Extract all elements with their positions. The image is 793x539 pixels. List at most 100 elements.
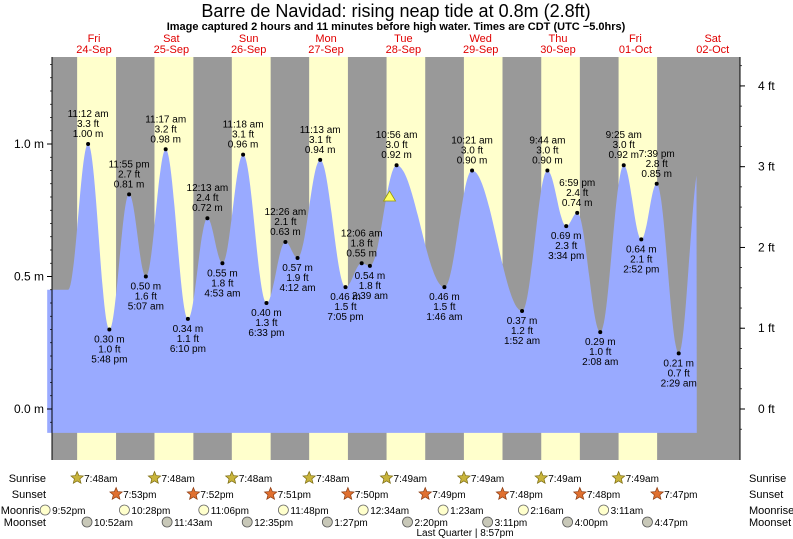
tide-label: 0.81 m: [114, 179, 145, 190]
sunrise-icon: [70, 470, 85, 485]
sunset-icon: [650, 486, 665, 501]
tide-point: [86, 142, 91, 146]
tide-label: 0.40 m: [251, 308, 282, 319]
tide-label: 1.8 ft: [211, 278, 233, 289]
tide-label: 0.34 m: [173, 324, 204, 335]
tide-label: 12:06 am: [341, 228, 383, 239]
tide-point: [220, 261, 225, 266]
moon-phase-note: Last Quarter | 8:57pm: [416, 528, 513, 539]
day-date: 24-Sep: [76, 44, 111, 56]
tide-label: 5:48 pm: [91, 355, 127, 366]
moonrise-time: 1:23am: [450, 506, 483, 517]
moonset-time: 3:11pm: [495, 518, 528, 529]
axes: 1.0 m 0.5 m 0.0 m 4 ft 3 ft 2 ft 1 ft 0 ft: [14, 57, 775, 460]
tide-label: 1.0 ft: [589, 347, 611, 358]
tide-label: 0.96 m: [228, 140, 259, 151]
moonrise-time: 3:11am: [611, 506, 644, 517]
tide-label: 4:53 am: [204, 288, 240, 299]
moonrise-time: 11:06pm: [211, 506, 249, 517]
sunrise-time: 7:49am: [548, 474, 581, 485]
day-date: 27-Sep: [308, 44, 343, 56]
tide-label: 0.50 m: [131, 282, 162, 293]
tide-label: 10:21 am: [451, 136, 493, 147]
astro-table: Sunrise Sunrise Sunset Sunset Moonrise Moonri…: [1, 470, 793, 529]
tide-point: [545, 168, 550, 173]
chart-subtitle: Image captured 2 hours and 11 minutes be…: [167, 21, 626, 33]
tide-label: 3.0 ft: [385, 140, 407, 151]
sunset-icon: [263, 486, 278, 501]
tide-label: 0.69 m: [551, 231, 582, 242]
moonrise-time: 9:52pm: [52, 506, 85, 517]
astro-row-label: Sunset: [12, 489, 46, 501]
tide-label: 0.37 m: [507, 316, 538, 327]
tide-point: [676, 351, 681, 356]
tide-label: 0.90 m: [457, 156, 488, 167]
tide-label: 3.0 ft: [461, 146, 483, 157]
tide-label: 0.92 m: [381, 150, 412, 161]
sunset-icon: [109, 486, 124, 501]
sunset-icon: [495, 486, 510, 501]
day-weekday: Mon: [315, 33, 336, 45]
moonrise-icon: [39, 504, 51, 516]
tide-label: 0.92 m: [608, 150, 639, 161]
day-date: 30-Sep: [540, 44, 575, 56]
astro-row-label: Moonset: [4, 517, 46, 529]
tide-label: 1.5 ft: [433, 302, 455, 313]
tide-label: 11:12 am: [68, 109, 109, 120]
moonset-icon: [161, 516, 173, 528]
tide-label: 0.30 m: [94, 335, 125, 346]
tide-label: 0.57 m: [282, 263, 313, 274]
day-date: 01-Oct: [619, 44, 652, 56]
tide-point: [241, 152, 246, 157]
right-tick-label: 3 ft: [758, 160, 775, 174]
moonset-icon: [402, 516, 413, 528]
moonset-time: 10:52am: [94, 518, 133, 529]
day-weekday: Fri: [629, 33, 642, 45]
tide-label: 1.3 ft: [255, 318, 277, 329]
tide-label: 2.4 ft: [196, 193, 218, 204]
sunrise-icon: [611, 470, 626, 485]
sunrise-icon: [302, 470, 317, 485]
tide-label: 3.1 ft: [309, 135, 331, 146]
left-tick-label: 0.0 m: [14, 402, 44, 416]
astro-row-label: Moonrise: [1, 505, 46, 517]
tide-label: 1.8 ft: [359, 281, 381, 292]
moonset-time: 12:35pm: [254, 518, 293, 529]
now-marker: [382, 190, 397, 202]
tide-label: 2:08 am: [582, 357, 618, 368]
day-date: 02-Oct: [696, 44, 729, 56]
tide-label: 4:12 am: [279, 283, 315, 294]
tide-label: 3.1 ft: [232, 130, 254, 141]
sunrise-time: 7:49am: [626, 474, 659, 485]
sunset-time: 7:49pm: [432, 490, 465, 501]
sunset-icon: [186, 486, 201, 501]
tide-label: 3.0 ft: [536, 146, 558, 157]
sunset-time: 7:48pm: [510, 490, 543, 501]
moonrise-icon: [119, 504, 130, 516]
tide-label: 5:07 am: [128, 302, 164, 313]
sunrise-time: 7:49am: [471, 474, 504, 485]
tide-label: 0.46 m: [330, 292, 361, 303]
moonrise-time: 2:16am: [530, 506, 563, 517]
tide-label: 2.3 ft: [555, 241, 577, 252]
tide-label: 12:13 am: [187, 183, 229, 194]
tide-point: [163, 147, 168, 152]
tide-label: 10:56 am: [376, 130, 418, 141]
tide-point: [264, 301, 269, 305]
tide-point: [575, 210, 580, 215]
tide-label: 3:34 pm: [548, 251, 584, 262]
moonrise-time: 10:28pm: [131, 506, 170, 517]
tide-point: [205, 216, 210, 221]
tide-label: 0.72 m: [192, 203, 223, 214]
tide-label: 0.90 m: [532, 156, 563, 167]
tide-point: [295, 255, 300, 260]
tide-label: 0.21 m: [663, 358, 694, 369]
day-date: 26-Sep: [231, 44, 266, 56]
tide-label: 7:39 pm: [639, 149, 675, 160]
day-weekday: Wed: [469, 33, 491, 45]
moonset-icon: [321, 516, 333, 528]
moonset-icon: [642, 516, 653, 528]
left-tick-label: 0.5 m: [14, 270, 44, 284]
moonset-time: 2:20pm: [415, 518, 448, 529]
